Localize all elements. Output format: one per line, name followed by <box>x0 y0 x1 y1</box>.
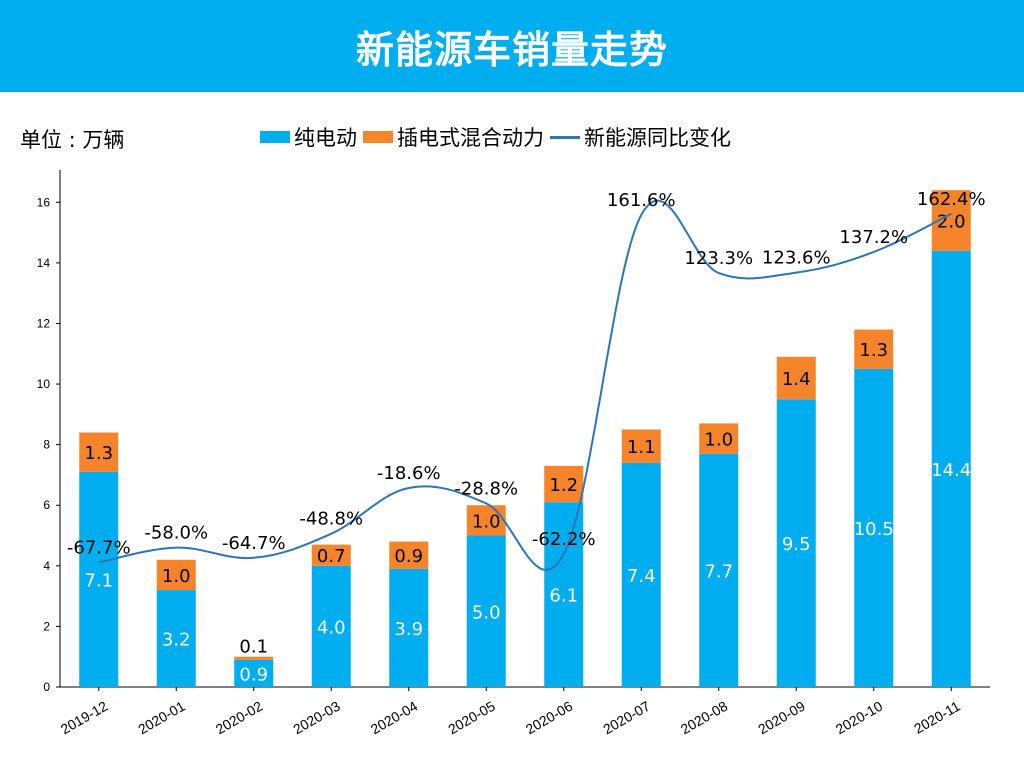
y-tick-label: 16 <box>37 195 51 209</box>
bar-label-phev: 0.9 <box>394 546 423 567</box>
x-tick-label: 2020-03 <box>290 698 343 738</box>
bar-label-phev: 1.1 <box>627 437 656 458</box>
bar-label-bev: 10.5 <box>854 519 894 540</box>
yoy-label: -28.8% <box>454 478 518 499</box>
bar-bev <box>466 535 506 687</box>
bar-label-bev: 7.7 <box>704 561 733 582</box>
x-tick-label: 2020-04 <box>368 698 421 738</box>
yoy-label: 123.3% <box>684 248 753 269</box>
bar-phev <box>544 465 584 503</box>
bar-label-phev: 1.0 <box>162 566 191 587</box>
x-tick-label: 2020-01 <box>135 698 188 738</box>
bar-label-bev: 6.1 <box>549 586 578 607</box>
bar-bev <box>311 565 351 687</box>
bar-bev <box>854 368 894 687</box>
x-tick-label: 2020-07 <box>600 698 653 738</box>
bar-bev <box>544 502 584 687</box>
bar-phev <box>311 544 351 566</box>
bar-phev <box>621 429 661 463</box>
yoy-label: 137.2% <box>839 227 908 248</box>
y-tick-label: 14 <box>37 256 51 270</box>
yoy-label: -62.2% <box>532 529 596 550</box>
bar-bev <box>79 471 119 687</box>
yoy-label: -48.8% <box>299 509 363 530</box>
bar-bev <box>776 399 816 687</box>
bar-phev <box>156 559 196 591</box>
legend-item-yoy: 新能源同比变化 <box>550 122 731 152</box>
bar-bev <box>234 659 274 687</box>
yoy-label: -67.7% <box>67 537 131 558</box>
legend-item-bev: 纯电动 <box>260 122 357 152</box>
legend-label-bev: 纯电动 <box>294 126 357 150</box>
legend: 纯电动 插电式混合动力 新能源同比变化 <box>260 122 737 152</box>
x-tick-label: 2020-08 <box>678 698 731 738</box>
x-tick-label: 2020-11 <box>911 698 963 737</box>
bar-bev <box>699 453 739 687</box>
bar-label-phev: 1.3 <box>84 443 113 464</box>
legend-line-yoy <box>550 135 580 139</box>
bar-label-phev: 1.0 <box>472 511 501 532</box>
x-tick-label: 2020-10 <box>833 698 886 738</box>
bar-label-phev: 1.0 <box>704 430 733 451</box>
yoy-label: -58.0% <box>144 523 208 544</box>
yoy-label: 161.6% <box>607 190 676 211</box>
bar-phev <box>234 656 274 660</box>
bar-label-bev: 7.1 <box>84 570 113 591</box>
stacked-bar-line-chart: 0 2 4 6 8 10 12 14 16 2019-12 2020-01 2020-02 2020-0… <box>37 170 990 738</box>
bar-phev <box>854 329 894 369</box>
bar-bev <box>156 590 196 687</box>
unit-label: 单位 : 万辆 <box>20 128 125 152</box>
legend-label-yoy: 新能源同比变化 <box>584 126 731 150</box>
bar-phev <box>699 423 739 454</box>
yoy-label: -64.7% <box>222 533 286 554</box>
bar-label-bev: 4.0 <box>317 617 346 638</box>
legend-swatch-phev <box>363 131 393 143</box>
title-banner: 新能源车销量走势 <box>0 0 1024 92</box>
bar-label-bev: 5.0 <box>472 602 501 623</box>
bar-label-bev: 9.5 <box>782 534 811 555</box>
x-tick-label: 2020-06 <box>523 698 576 738</box>
y-tick-label: 8 <box>43 438 50 452</box>
y-tick-label: 10 <box>37 377 51 391</box>
y-tick-label: 2 <box>43 619 50 633</box>
bar-label-bev: 3.2 <box>162 630 191 651</box>
legend-item-phev: 插电式混合动力 <box>363 122 544 152</box>
yoy-label: -18.6% <box>377 463 441 484</box>
yoy-label: 162.4% <box>917 189 986 210</box>
x-tick-label: 2020-09 <box>755 698 808 738</box>
bar-phev <box>79 432 119 472</box>
legend-swatch-bev <box>260 131 290 143</box>
yoy-label: 123.6% <box>762 248 831 269</box>
bar-label-bev: 3.9 <box>394 619 423 640</box>
yoy-line <box>98 199 952 571</box>
bar-label-phev: 1.2 <box>549 475 578 496</box>
bar-bev <box>931 250 971 687</box>
y-tick-label: 0 <box>43 680 50 694</box>
bar-label-bev: 0.9 <box>239 664 268 685</box>
x-tick-label: 2020-05 <box>445 698 498 738</box>
bar-label-bev: 14.4 <box>931 460 971 481</box>
y-tick-label: 6 <box>43 498 50 512</box>
bar-phev <box>389 541 429 569</box>
x-tick-label: 2019-12 <box>58 698 111 738</box>
bar-bev <box>621 462 661 687</box>
bar-bev <box>389 568 429 687</box>
legend-label-phev: 插电式混合动力 <box>397 126 544 150</box>
y-tick-label: 4 <box>43 559 50 573</box>
bar-phev <box>776 356 816 400</box>
x-tick-label: 2020-02 <box>213 698 266 738</box>
bar-label-phev: 0.1 <box>239 637 268 658</box>
bar-phev <box>466 505 506 536</box>
y-tick-label: 12 <box>37 316 51 330</box>
page-title: 新能源车销量走势 <box>355 27 668 72</box>
bar-label-phev: 1.4 <box>782 369 811 390</box>
bar-label-bev: 7.4 <box>627 566 656 587</box>
bar-label-phev: 0.7 <box>317 546 346 567</box>
bar-label-phev: 1.3 <box>859 340 888 361</box>
